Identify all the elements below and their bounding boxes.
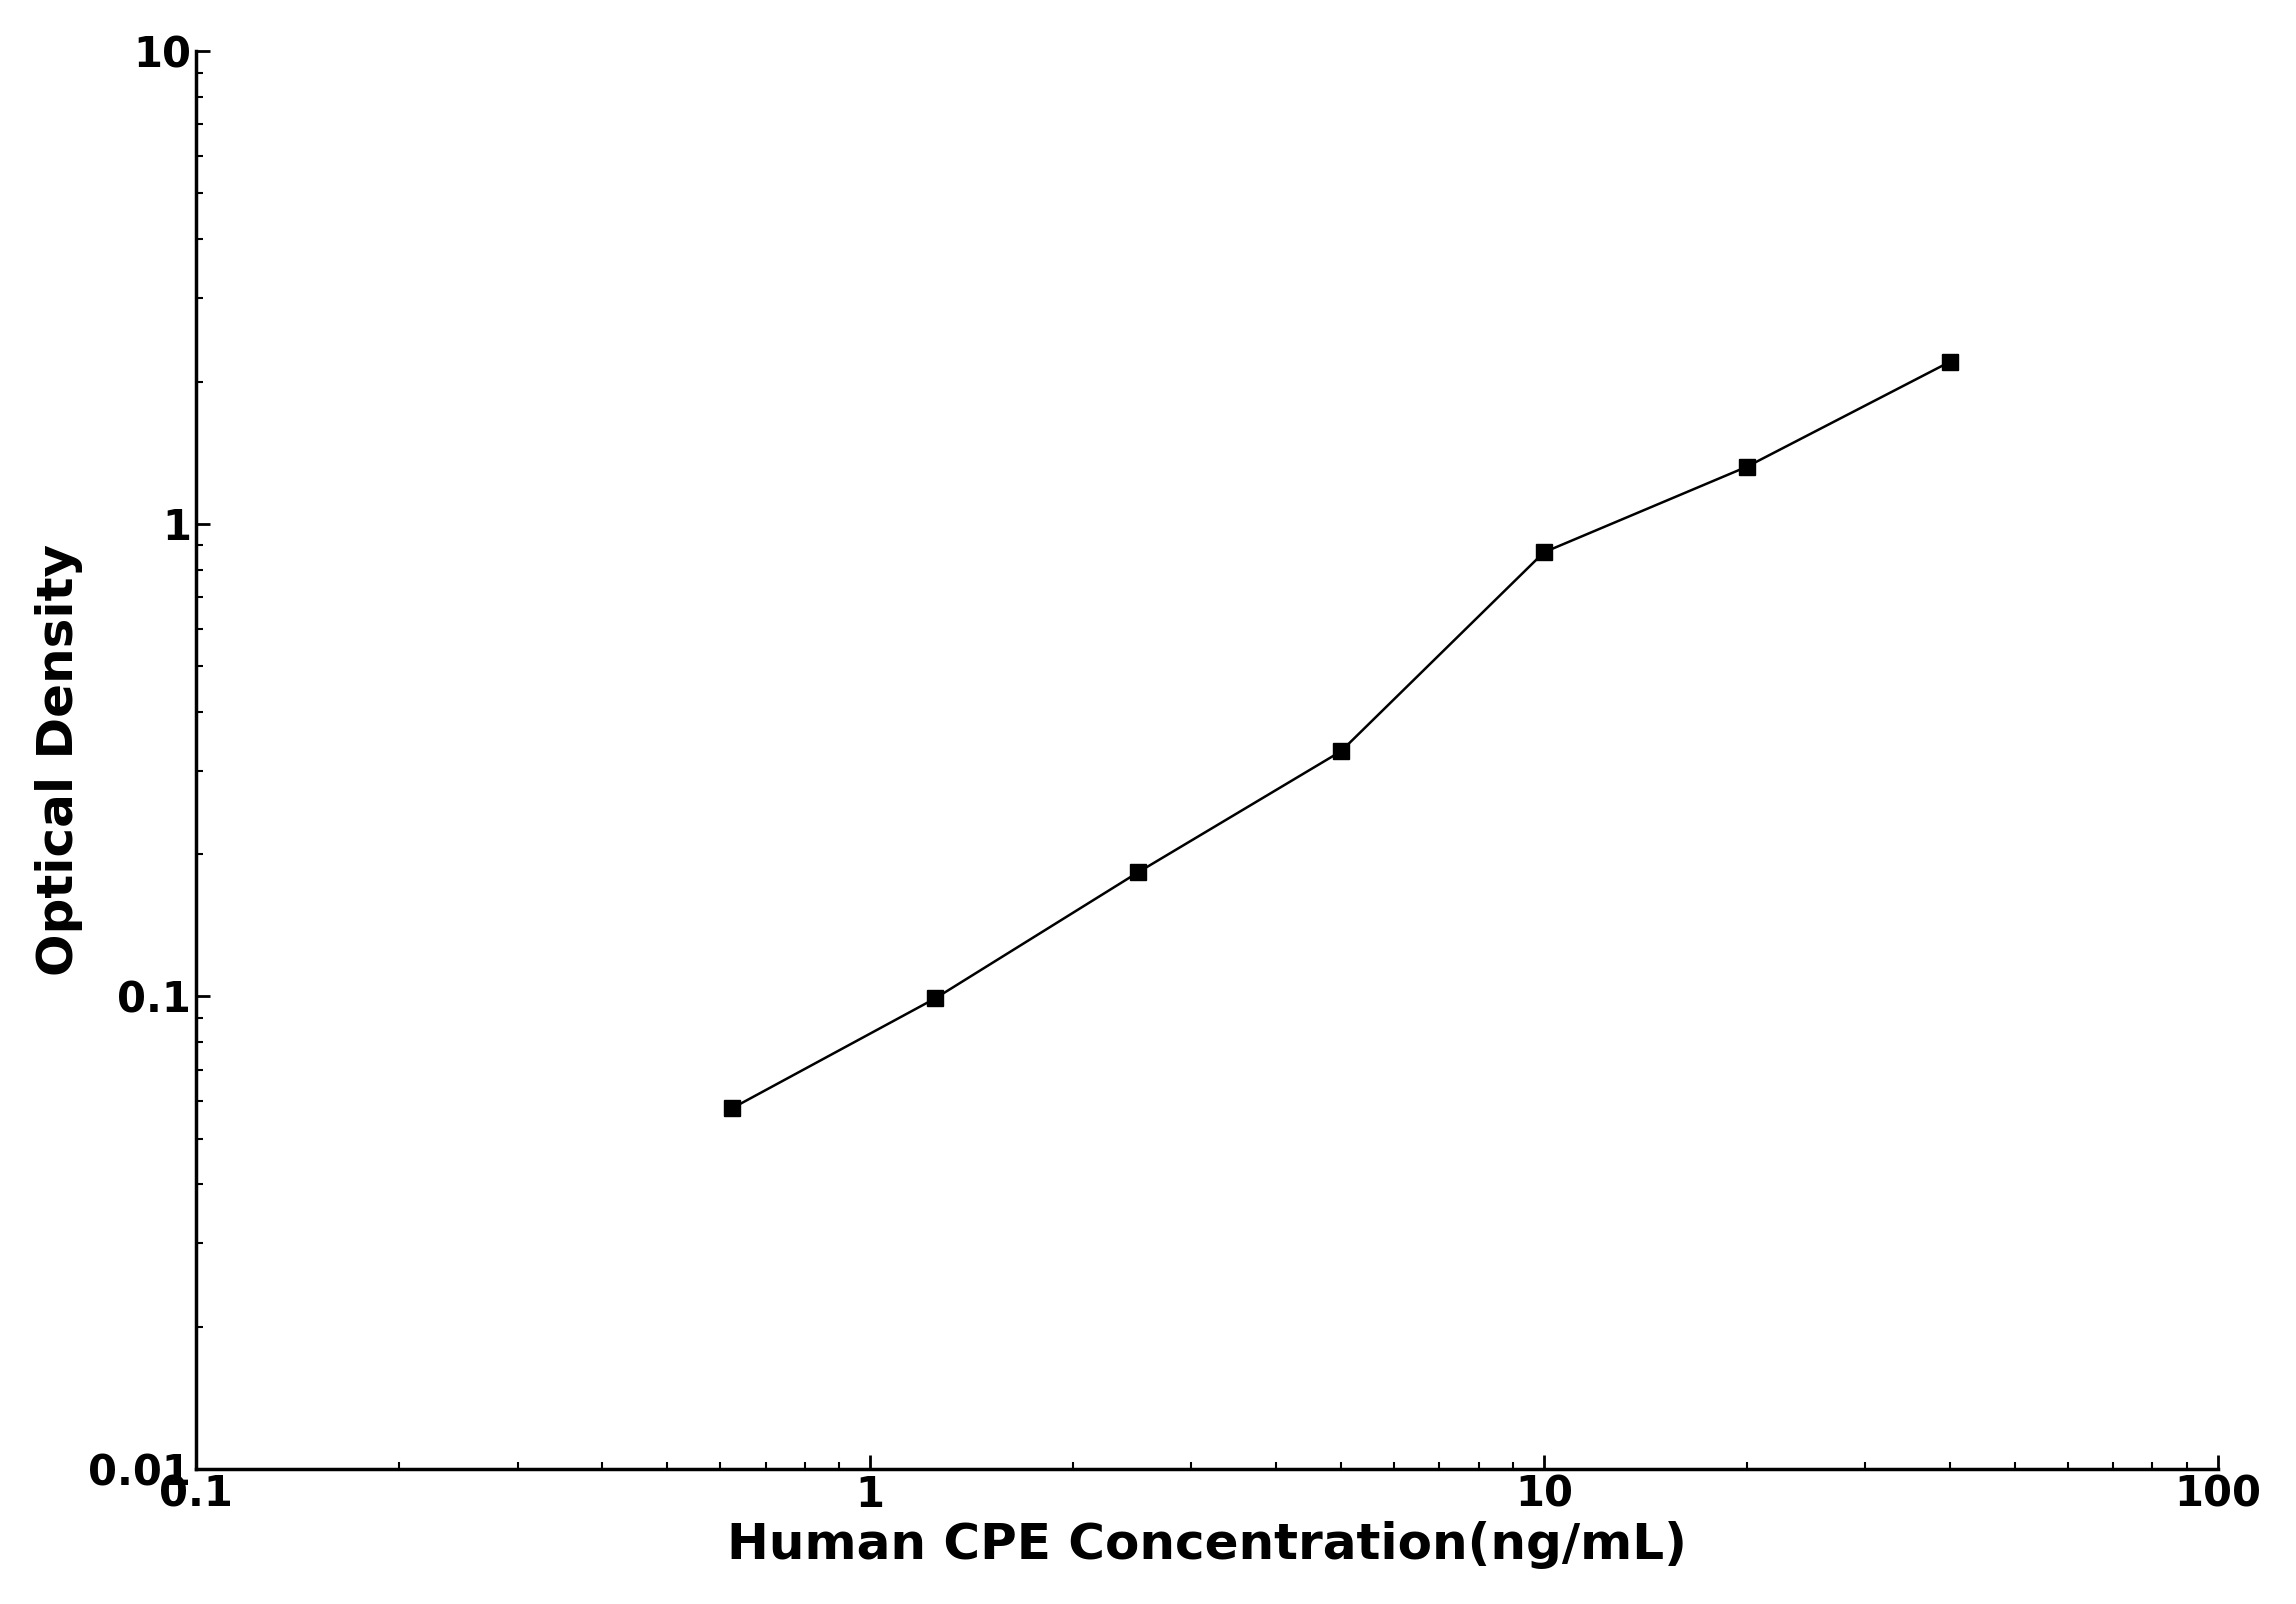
X-axis label: Human CPE Concentration(ng/mL): Human CPE Concentration(ng/mL) (728, 1521, 1688, 1569)
Y-axis label: Optical Density: Optical Density (34, 544, 83, 977)
